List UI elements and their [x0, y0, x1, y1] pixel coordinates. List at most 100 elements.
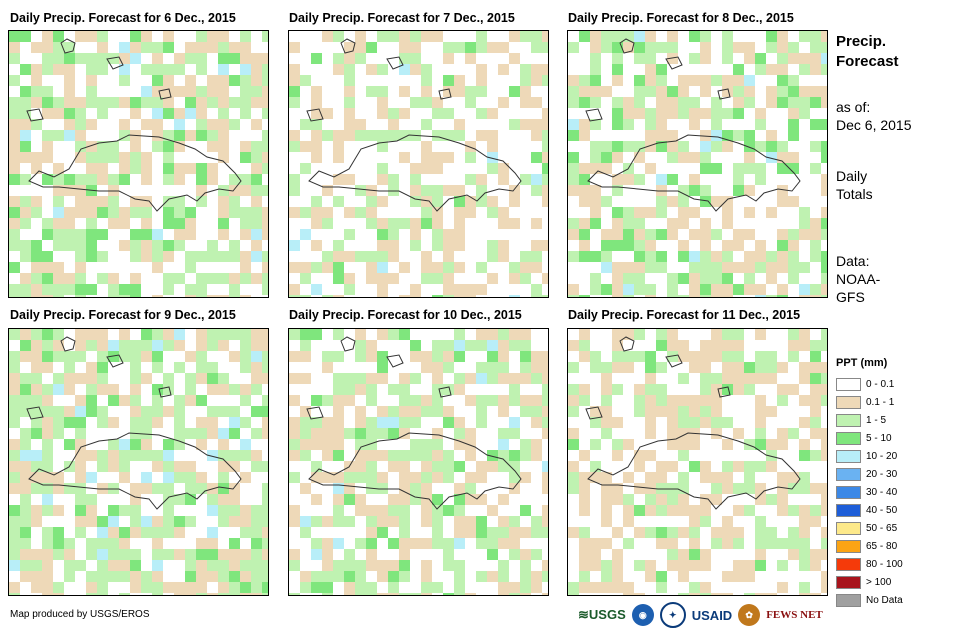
precip-cell	[531, 42, 542, 53]
precip-cell	[86, 207, 97, 218]
precip-cell	[421, 86, 432, 97]
precip-cell	[689, 284, 700, 295]
precip-cell	[733, 97, 744, 108]
precip-cell	[799, 218, 810, 229]
precip-cell	[42, 340, 53, 351]
precip-cell	[634, 207, 645, 218]
precip-cell	[498, 42, 509, 53]
precip-cell	[612, 362, 623, 373]
precip-cell	[645, 295, 656, 297]
precip-cell	[443, 284, 454, 295]
precip-cell	[174, 64, 185, 75]
precip-cell	[601, 163, 612, 174]
precip-cell	[722, 207, 733, 218]
precip-cell	[31, 295, 42, 297]
precip-cell	[656, 384, 667, 395]
precip-cell	[333, 64, 344, 75]
precip-cell	[333, 196, 344, 207]
precip-cell	[755, 516, 766, 527]
precip-cell	[542, 395, 548, 406]
precip-cell	[634, 218, 645, 229]
precip-cell	[454, 340, 465, 351]
precip-cell	[579, 329, 590, 340]
precip-cell	[20, 406, 31, 417]
precip-cell	[75, 207, 86, 218]
side-title-line2: Forecast	[836, 53, 899, 70]
precip-cell	[700, 351, 711, 362]
island-coastline	[340, 38, 356, 54]
precip-cell	[366, 450, 377, 461]
precip-cell	[443, 549, 454, 560]
precip-cell	[207, 538, 218, 549]
precip-cell	[432, 152, 443, 163]
precip-cell	[185, 130, 196, 141]
precip-cell	[262, 31, 268, 42]
precip-cell	[86, 538, 97, 549]
precip-cell	[174, 417, 185, 428]
precip-cell	[810, 516, 821, 527]
precip-cell	[722, 31, 733, 42]
precip-cell	[141, 483, 152, 494]
precip-cell	[152, 141, 163, 152]
precip-cell	[799, 516, 810, 527]
precip-cell	[656, 494, 667, 505]
precip-cell	[810, 560, 821, 571]
precip-cell	[97, 97, 108, 108]
precip-cell	[229, 593, 240, 595]
precip-cell	[590, 53, 601, 64]
precip-cell	[119, 351, 130, 362]
precip-cell	[799, 527, 810, 538]
precip-cell	[218, 450, 229, 461]
precip-cell	[465, 42, 476, 53]
precip-cell	[333, 516, 344, 527]
precip-cell	[218, 53, 229, 64]
island-coastline	[60, 336, 76, 352]
precip-cell	[377, 86, 388, 97]
precip-cell	[476, 538, 487, 549]
precip-cell	[443, 42, 454, 53]
precip-cell	[344, 582, 355, 593]
precip-cell	[454, 560, 465, 571]
precip-cell	[53, 340, 64, 351]
precip-cell	[590, 472, 601, 483]
legend-item: 5 - 10	[836, 429, 903, 447]
precip-cell	[821, 295, 827, 297]
precip-cell	[20, 97, 31, 108]
precip-cell	[196, 86, 207, 97]
precip-cell	[300, 351, 311, 362]
precip-cell	[97, 42, 108, 53]
precip-cell	[333, 560, 344, 571]
precip-cell	[623, 494, 634, 505]
precip-cell	[590, 351, 601, 362]
precip-cell	[163, 527, 174, 538]
precip-cell	[531, 527, 542, 538]
precip-cell	[31, 251, 42, 262]
precip-cell	[377, 130, 388, 141]
precip-cell	[355, 593, 366, 595]
precip-cell	[509, 483, 520, 494]
precip-cell	[788, 119, 799, 130]
precip-cell	[185, 86, 196, 97]
precip-cell	[185, 163, 196, 174]
precip-cell	[454, 196, 465, 207]
precip-cell	[75, 395, 86, 406]
island-coastline	[106, 354, 124, 368]
precip-cell	[788, 42, 799, 53]
precip-cell	[289, 64, 300, 75]
precip-cell	[196, 417, 207, 428]
precip-cell	[251, 593, 262, 595]
precip-cell	[344, 53, 355, 64]
precip-cell	[777, 472, 788, 483]
precip-cell	[667, 417, 678, 428]
precip-cell	[612, 75, 623, 86]
precip-cell	[141, 119, 152, 130]
precip-cell	[421, 505, 432, 516]
precip-cell	[766, 439, 777, 450]
precip-cell	[733, 64, 744, 75]
precip-cell	[487, 450, 498, 461]
precip-cell	[410, 64, 421, 75]
precip-cell	[388, 130, 399, 141]
precip-cell	[289, 549, 300, 560]
precip-cell	[355, 417, 366, 428]
precip-cell	[788, 97, 799, 108]
